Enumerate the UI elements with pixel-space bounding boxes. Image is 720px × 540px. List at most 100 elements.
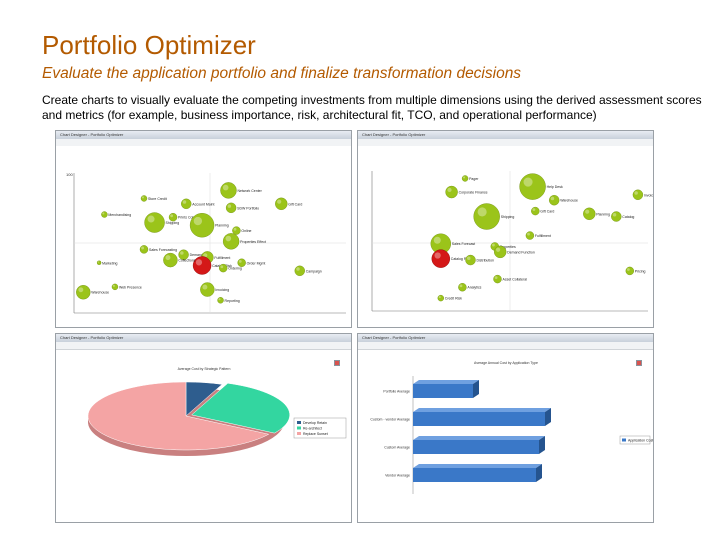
bubble-highlight xyxy=(296,267,300,271)
bubble-highlight xyxy=(496,247,501,252)
bubble-point[interactable] xyxy=(458,283,467,292)
close-icon[interactable] xyxy=(334,360,340,366)
bubble-point[interactable] xyxy=(225,202,237,214)
pie-legend-label: Re-architect xyxy=(303,427,322,431)
bubble-label: Gift Card xyxy=(540,210,554,214)
bubble-label: Asset Collateral xyxy=(503,278,528,282)
bubble-point[interactable] xyxy=(473,203,500,230)
bubble-highlight xyxy=(141,246,144,250)
bar[interactable] xyxy=(413,440,539,454)
bubble-label: Online xyxy=(241,229,251,233)
bubble-point[interactable] xyxy=(531,206,540,216)
bubble-highlight xyxy=(532,208,536,212)
bubble-point[interactable] xyxy=(181,198,192,210)
bubble-point[interactable] xyxy=(222,233,240,250)
bubble-point[interactable] xyxy=(111,283,119,291)
bubble-highlight xyxy=(467,256,471,261)
bubble-label: Sales Forecasting xyxy=(149,248,177,252)
bubble-highlight xyxy=(612,213,617,217)
bubble-point[interactable] xyxy=(525,231,535,240)
bubble-label: Pager xyxy=(469,177,479,181)
bar-side-face xyxy=(545,408,551,426)
bar[interactable] xyxy=(413,384,473,398)
bubble-label: Fulfillment xyxy=(535,234,551,238)
window-title: Chart Designer - Portfolio Optimizer xyxy=(362,335,426,340)
bubble-highlight xyxy=(225,235,232,242)
window-toolbar xyxy=(56,342,351,350)
bubble-label: Prints Collation xyxy=(178,216,202,220)
bar[interactable] xyxy=(413,468,536,482)
bubble-point[interactable] xyxy=(519,173,546,200)
bubble-label: Pricing xyxy=(635,269,646,273)
bubble-point[interactable] xyxy=(437,294,445,302)
pie-legend-swatch xyxy=(297,421,301,424)
bubble-label: Account Maint xyxy=(192,202,214,206)
bubble-point[interactable] xyxy=(178,249,189,260)
slide-description: Create charts to visually evaluate the c… xyxy=(42,93,702,122)
bar-top-face xyxy=(413,436,545,440)
bubble-point[interactable] xyxy=(220,182,237,199)
bubble-label: Web Presence xyxy=(119,285,142,289)
close-icon[interactable] xyxy=(636,360,642,366)
bar[interactable] xyxy=(413,412,545,426)
bubble-label: Demand xyxy=(190,253,203,257)
bubble-point[interactable] xyxy=(200,282,215,297)
bubble-highlight xyxy=(220,265,224,269)
bubble-label: Credit Risk xyxy=(445,297,462,301)
bubble-label: Invoicing xyxy=(644,193,654,197)
pie-slice[interactable] xyxy=(191,383,290,434)
bubble-point[interactable] xyxy=(218,263,228,273)
bubble-point[interactable] xyxy=(275,197,288,211)
bar-side-face xyxy=(473,380,479,398)
bubble-point[interactable] xyxy=(548,194,560,206)
bubble-highlight xyxy=(202,284,208,290)
window-toolbar xyxy=(358,342,653,350)
bubble-point[interactable] xyxy=(445,185,458,199)
bubble-highlight xyxy=(527,232,530,236)
bubble-point[interactable] xyxy=(168,212,178,222)
bubble-point[interactable] xyxy=(76,285,91,300)
bar-category-label: Vendor Average xyxy=(385,474,410,478)
bubble-point[interactable] xyxy=(431,249,451,268)
bubble-point[interactable] xyxy=(461,175,469,182)
bubble-label: Properties Effect xyxy=(240,240,266,244)
bubble-label: Reporting xyxy=(225,299,240,303)
slide-subtitle: Evaluate the application portfolio and f… xyxy=(42,65,522,82)
bubble-point[interactable] xyxy=(493,274,502,284)
bubble-point[interactable] xyxy=(232,226,241,235)
bar-chart: Average Annual Cost by Application Type … xyxy=(370,361,653,494)
bubble-point[interactable] xyxy=(163,252,178,268)
bubble-point[interactable] xyxy=(465,254,476,266)
bubble-chart-right: Pager Help Desk Corporate Finance Invoicing… xyxy=(358,146,654,327)
bubble-highlight xyxy=(634,191,638,195)
pie-slice[interactable] xyxy=(87,381,270,451)
bubble-highlight xyxy=(477,207,487,217)
bubble-point[interactable] xyxy=(611,211,622,222)
bubble-highlight xyxy=(182,200,187,204)
bubble-point[interactable] xyxy=(632,189,644,200)
bubble-highlight xyxy=(112,284,115,287)
bubble-point[interactable] xyxy=(144,212,165,233)
screenshot-bar: Chart Designer - Portfolio Optimizer Ave… xyxy=(357,333,654,523)
bubble-point[interactable] xyxy=(583,207,596,221)
bubble-highlight xyxy=(218,298,221,301)
bubble-point[interactable] xyxy=(294,265,305,277)
screenshot-pie: Chart Designer - Portfolio Optimizer Ave… xyxy=(55,333,352,523)
bubble-highlight xyxy=(102,212,105,215)
bubble-point[interactable] xyxy=(493,245,507,259)
bubble-label: Gift Card xyxy=(288,202,302,206)
pie-legend-label: Develop Retain xyxy=(303,421,327,425)
bubble-highlight xyxy=(233,227,237,231)
bubble-point[interactable] xyxy=(237,258,246,267)
bubble-point[interactable] xyxy=(140,195,148,202)
bubble-point[interactable] xyxy=(192,256,212,275)
bubble-point[interactable] xyxy=(189,213,215,238)
bar-side-face xyxy=(536,464,542,482)
bubble-point[interactable] xyxy=(625,266,634,276)
bubble-point[interactable] xyxy=(139,245,149,254)
bubble-highlight xyxy=(433,236,441,244)
bubble-point[interactable] xyxy=(101,211,108,218)
screenshot-bubble-left: Chart Designer - Portfolio Optimizer 100… xyxy=(55,130,352,328)
bubble-point[interactable] xyxy=(217,297,224,304)
bubble-point[interactable] xyxy=(96,260,102,265)
